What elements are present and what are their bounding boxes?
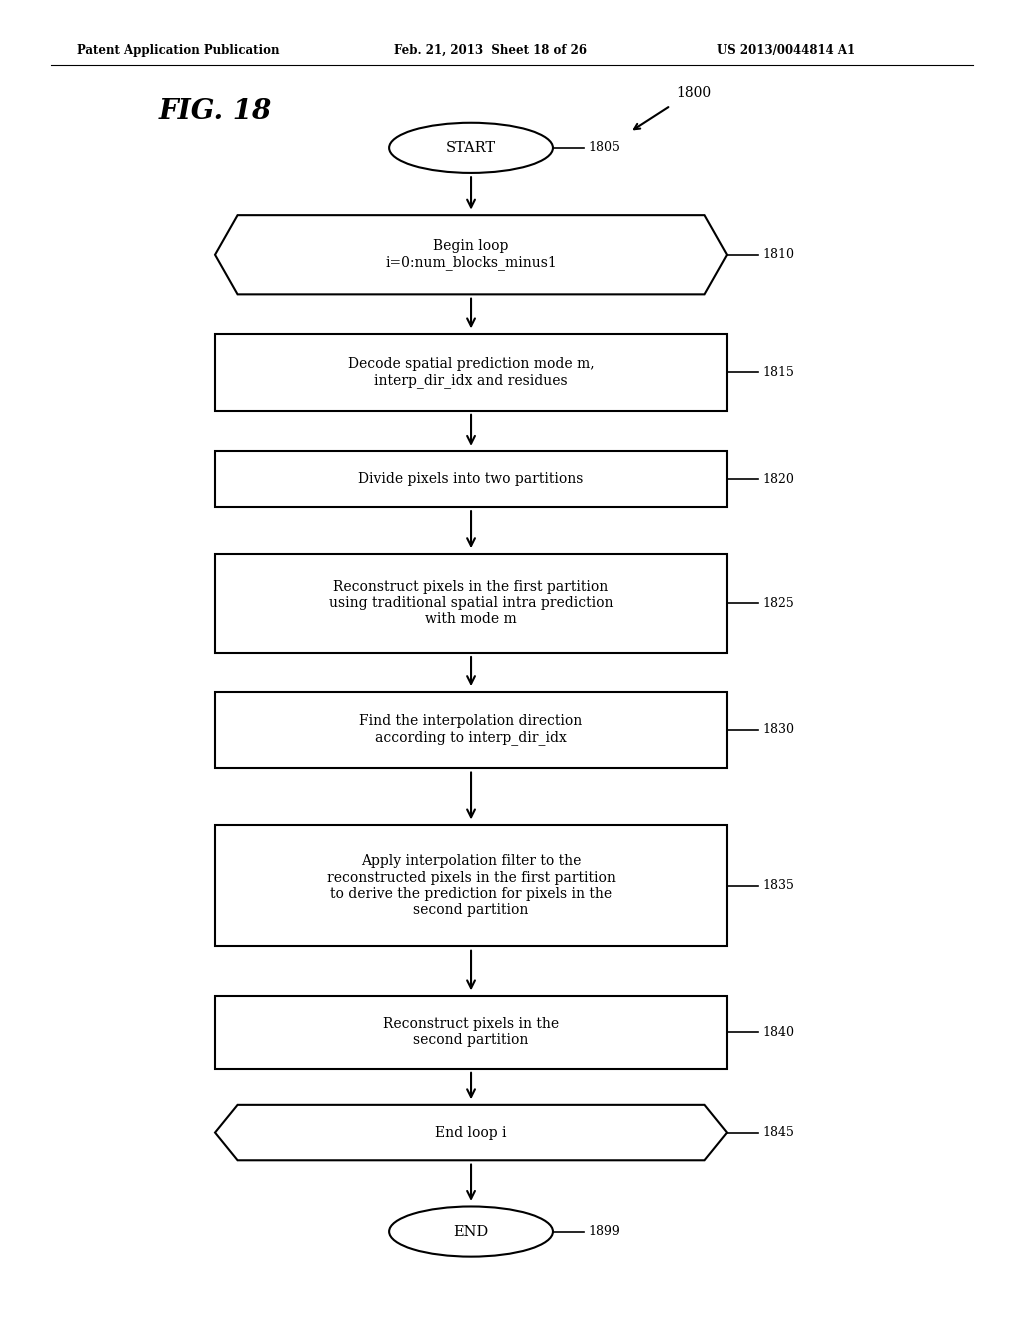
Text: 1800: 1800 [676,86,711,100]
Text: End loop i: End loop i [435,1126,507,1139]
Text: Divide pixels into two partitions: Divide pixels into two partitions [358,473,584,486]
Text: 1805: 1805 [589,141,621,154]
Text: 1820: 1820 [763,473,795,486]
Bar [215,995,727,1069]
Text: END: END [454,1225,488,1238]
Text: US 2013/0044814 A1: US 2013/0044814 A1 [717,44,855,57]
Text: Apply interpolation filter to the
reconstructed pixels in the first partition
to: Apply interpolation filter to the recons… [327,854,615,917]
Text: Reconstruct pixels in the
second partition: Reconstruct pixels in the second partiti… [383,1018,559,1047]
Text: 1830: 1830 [763,723,795,737]
Bar [215,554,727,652]
Text: Reconstruct pixels in the first partition
using traditional spatial intra predic: Reconstruct pixels in the first partitio… [329,579,613,627]
Polygon shape [215,1105,727,1160]
Polygon shape [215,215,727,294]
Text: 1815: 1815 [763,366,795,379]
Text: Begin loop
i=0:num_blocks_minus1: Begin loop i=0:num_blocks_minus1 [385,239,557,271]
Text: Patent Application Publication: Patent Application Publication [77,44,280,57]
Text: Find the interpolation direction
according to interp_dir_idx: Find the interpolation direction accordi… [359,714,583,746]
Text: Decode spatial prediction mode m,
interp_dir_idx and residues: Decode spatial prediction mode m, interp… [348,356,594,388]
Text: START: START [446,141,496,154]
Bar [215,451,727,507]
Text: 1899: 1899 [589,1225,621,1238]
Text: 1810: 1810 [763,248,795,261]
Text: FIG. 18: FIG. 18 [159,98,272,124]
Text: 1840: 1840 [763,1026,795,1039]
Ellipse shape [389,1206,553,1257]
Text: 1825: 1825 [763,597,795,610]
Ellipse shape [389,123,553,173]
Text: Feb. 21, 2013  Sheet 18 of 26: Feb. 21, 2013 Sheet 18 of 26 [394,44,587,57]
Bar [215,692,727,768]
Bar [215,334,727,411]
Text: 1845: 1845 [763,1126,795,1139]
Bar [215,825,727,946]
Text: 1835: 1835 [763,879,795,892]
